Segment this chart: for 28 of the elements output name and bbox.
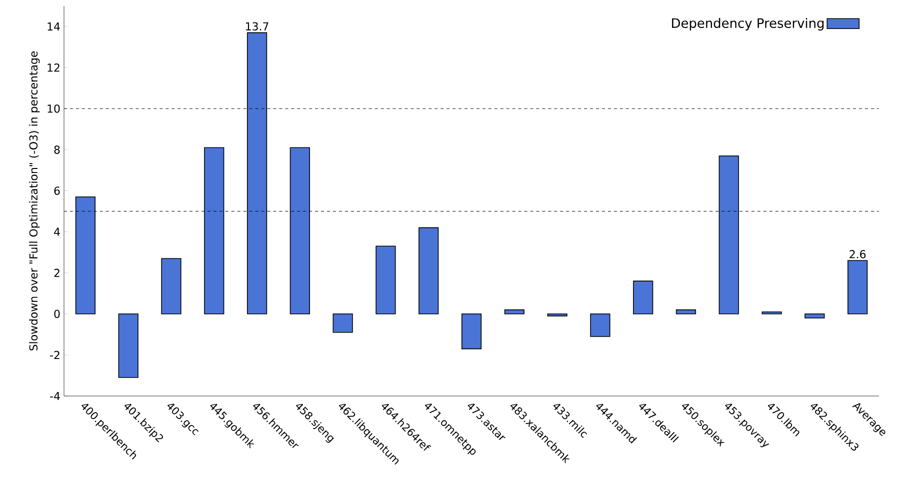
bar <box>848 260 868 314</box>
y-tick-label: 12 <box>48 64 60 72</box>
data-label: 13.7 <box>246 22 268 30</box>
bar <box>804 313 825 318</box>
y-tick-label: -2 <box>50 350 60 360</box>
bar <box>376 246 396 314</box>
bar <box>461 313 482 350</box>
bar <box>332 313 353 333</box>
bar <box>590 313 610 337</box>
bar <box>547 313 568 316</box>
data-label: 2.6 <box>850 250 866 258</box>
bar <box>118 313 138 378</box>
y-tick-label: 14 <box>48 22 60 31</box>
y-tick-label: 2 <box>54 268 60 277</box>
bar <box>161 258 182 314</box>
legend-label: Dependency Preserving <box>672 18 824 31</box>
bar <box>633 280 654 314</box>
bar <box>504 309 524 314</box>
y-tick-label: 6 <box>54 186 60 195</box>
y-tick-label: 10 <box>48 104 60 113</box>
bar <box>762 311 782 314</box>
y-tick-label: 0 <box>54 310 60 318</box>
y-tick-label: 4 <box>54 228 60 236</box>
y-tick-label: -4 <box>50 392 60 400</box>
y-axis-title: Slowdown over "Full Optimization" (-O3) in percentage <box>29 51 40 350</box>
y-tick-label: 8 <box>54 146 60 154</box>
bar <box>676 309 696 314</box>
bar <box>418 227 439 314</box>
